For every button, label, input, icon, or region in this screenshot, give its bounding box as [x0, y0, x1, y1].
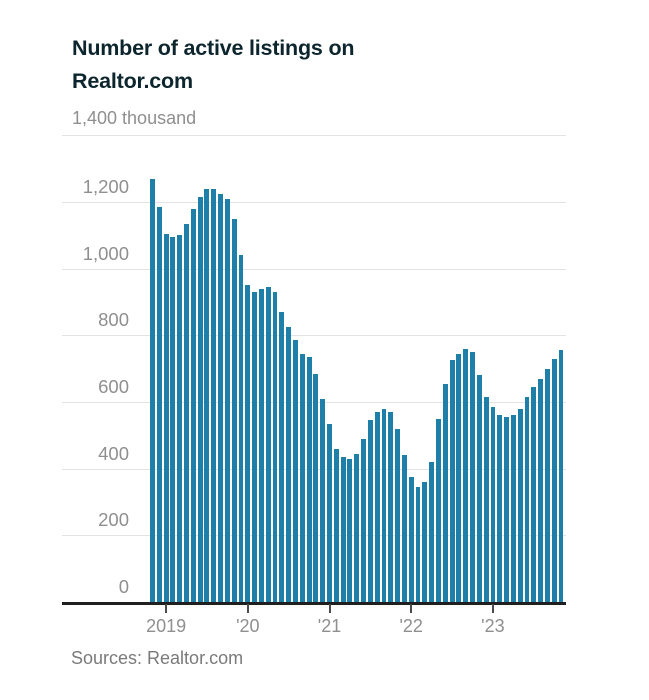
- bar: [558, 350, 564, 602]
- bar: [211, 188, 217, 602]
- y-axis-unit-label: 1,400 thousand: [72, 108, 197, 128]
- y-axis-label-400: 400: [98, 442, 129, 464]
- bar: [299, 353, 305, 602]
- x-axis-tick-22: [410, 604, 413, 613]
- x-axis-line: [62, 602, 566, 605]
- bar: [238, 255, 244, 602]
- bar: [245, 285, 251, 602]
- gridline-1400: [62, 135, 566, 137]
- bar: [170, 237, 176, 602]
- bar: [306, 357, 312, 602]
- bar: [456, 353, 462, 602]
- bar: [190, 208, 196, 602]
- bar: [476, 375, 482, 602]
- x-axis-tick-20: [246, 604, 249, 613]
- bar: [374, 412, 380, 602]
- bar: [224, 198, 230, 602]
- bar: [286, 327, 292, 602]
- bar: [381, 408, 387, 602]
- bar: [470, 352, 475, 602]
- x-axis-label-20: '20: [236, 616, 260, 636]
- bar: [429, 462, 435, 602]
- y-axis-label-1200: 1,200: [82, 176, 129, 197]
- bar: [320, 398, 326, 602]
- bar: [177, 235, 183, 602]
- bar: [510, 415, 516, 602]
- x-axis-label-23: '23: [481, 616, 505, 636]
- bar: [401, 455, 407, 602]
- y-axis-label-0: 0: [118, 576, 129, 597]
- bar: [483, 397, 489, 602]
- bar: [544, 368, 550, 602]
- bar: [442, 383, 448, 602]
- bar: [265, 287, 271, 602]
- bar: [504, 417, 509, 602]
- bar: [150, 178, 155, 602]
- y-axis-label-1000: 1,000: [82, 242, 129, 264]
- bar: [436, 418, 441, 602]
- bar: [293, 340, 298, 602]
- bar: [279, 312, 285, 602]
- bar: [218, 193, 223, 602]
- x-axis-tick-23: [491, 604, 494, 613]
- chart-title: Number of active listings on Realtor.com: [72, 32, 552, 98]
- bar: [252, 292, 258, 602]
- x-axis-label-22: '22: [399, 616, 423, 636]
- bar: [497, 415, 503, 602]
- bar: [538, 378, 544, 602]
- bar: [524, 397, 530, 602]
- bar: [163, 233, 169, 602]
- bar: [313, 373, 319, 602]
- gridline-1200: [62, 202, 566, 203]
- gridline-800: [62, 335, 566, 337]
- bar: [361, 438, 366, 602]
- chart-title-line1: Number of active listings on: [72, 36, 355, 61]
- bar: [415, 487, 421, 602]
- x-axis-tick-2019: [165, 604, 168, 613]
- bar: [354, 453, 360, 602]
- bar: [517, 408, 523, 602]
- bar: [551, 358, 557, 602]
- bar: [449, 360, 455, 602]
- x-axis-label-21: '21: [317, 616, 342, 636]
- chart-title-line2: Realtor.com: [72, 69, 193, 94]
- bar: [388, 412, 394, 602]
- bar: [204, 188, 210, 602]
- bar: [367, 420, 373, 602]
- x-axis-label-2019: 2019: [146, 616, 187, 636]
- bar: [490, 407, 496, 602]
- bar: [531, 387, 537, 602]
- y-axis-label-800: 800: [98, 309, 129, 331]
- x-axis-tick-21: [328, 604, 331, 613]
- bar: [231, 218, 237, 602]
- gridline-1000: [62, 268, 566, 270]
- bar: [347, 458, 353, 602]
- bar: [156, 207, 162, 602]
- bar: [395, 428, 401, 602]
- bar: [184, 223, 189, 602]
- bar: [340, 457, 346, 602]
- y-axis-label-600: 600: [98, 376, 129, 397]
- bar: [272, 292, 278, 602]
- bar: [258, 288, 264, 602]
- bar: [408, 477, 414, 602]
- bar: [333, 448, 339, 602]
- bar: [327, 423, 332, 602]
- bar: [197, 197, 203, 602]
- bar: [422, 482, 428, 602]
- source-credit: Sources: Realtor.com: [71, 648, 244, 668]
- bar: [463, 348, 469, 602]
- y-axis-label-200: 200: [98, 509, 129, 531]
